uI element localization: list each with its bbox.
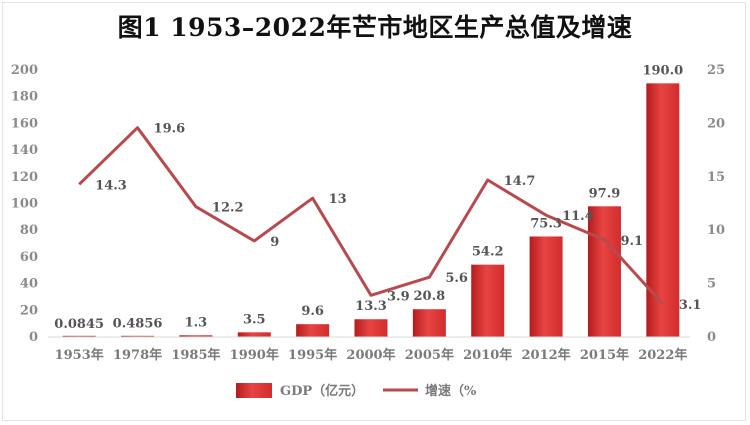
- gdp-value-label: 54.2: [472, 245, 504, 260]
- left-tick-label: 120: [11, 170, 38, 185]
- gdp-bar: [237, 332, 271, 337]
- x-tick-label: 2000年: [346, 347, 395, 363]
- growth-value-label: 13: [329, 192, 347, 207]
- growth-line-path: [78, 126, 664, 305]
- gdp-bar-labels: 0.0845 0.4856 1.3 3.5 9.6 13.3 20.8 54.2 75.3 97.…: [54, 63, 683, 332]
- chart-title: 图1 1953–2022年芒市地区生产总值及增速: [117, 13, 633, 42]
- gdp-bar: [296, 324, 330, 337]
- x-tick-label: 2015年: [580, 347, 629, 363]
- gdp-value-label: 20.8: [414, 289, 446, 304]
- gdp-bar: [179, 335, 213, 337]
- gdp-bar: [471, 264, 505, 337]
- legend-gdp-label: GDP（亿元）: [280, 383, 364, 399]
- x-tick-label: 1990年: [230, 347, 279, 363]
- gdp-value-label: 1.3: [185, 315, 208, 330]
- gdp-bar: [646, 83, 680, 337]
- gdp-value-label: 97.9: [589, 186, 621, 201]
- gdp-bar: [121, 335, 155, 337]
- right-tick-label: 5: [707, 277, 716, 292]
- left-tick-label: 80: [20, 223, 38, 238]
- growth-value-label: 19.6: [154, 122, 186, 137]
- gdp-bars: [62, 83, 680, 337]
- left-tick-label: 0: [29, 330, 38, 345]
- right-tick-label: 0: [707, 330, 716, 345]
- x-tick-label: 2012年: [521, 347, 570, 363]
- x-tick-label: 2005年: [405, 347, 454, 363]
- gdp-value-label: 190.0: [642, 63, 683, 78]
- growth-value-label: 12.2: [212, 201, 244, 216]
- left-tick-label: 60: [20, 250, 38, 265]
- left-tick-label: 180: [11, 90, 38, 105]
- gdp-value-label: 75.3: [530, 216, 562, 231]
- left-tick-label: 160: [11, 116, 38, 131]
- left-tick-label: 100: [11, 197, 38, 212]
- growth-labels: 14.3 19.6 12.2 9 13 3.9 5.6 14.7 11.4 9.1 3.1: [95, 122, 701, 313]
- x-tick-label: 2010年: [463, 347, 512, 363]
- gdp-value-label: 0.4856: [113, 316, 163, 331]
- left-axis: 0 20 40 60 80 100 120 140 160 180 200: [11, 63, 38, 345]
- growth-value-label: 14.7: [504, 174, 536, 189]
- x-tick-label: 1953年: [55, 347, 104, 363]
- x-axis: 1953年 1978年 1985年 1990年 1995年 2000年 2005年 2010年…: [48, 336, 690, 363]
- legend-bar-swatch: [236, 383, 272, 398]
- gdp-value-label: 3.5: [243, 312, 266, 327]
- gdp-bar: [529, 236, 563, 337]
- growth-value-label: 9: [270, 235, 279, 250]
- gdp-bar: [62, 335, 96, 337]
- left-tick-label: 40: [20, 277, 38, 292]
- right-axis: 0 5 10 15 20 25: [707, 63, 725, 345]
- x-tick-label: 1995年: [288, 347, 337, 363]
- left-tick-label: 20: [20, 303, 38, 318]
- growth-value-label: 9.1: [620, 234, 643, 249]
- growth-value-label: 11.4: [562, 209, 594, 224]
- right-tick-label: 25: [707, 63, 725, 78]
- gdp-value-label: 9.6: [301, 304, 324, 319]
- gdp-bar: [354, 319, 388, 337]
- x-tick-label: 1978年: [113, 347, 162, 363]
- gdp-bar: [412, 309, 446, 337]
- growth-value-label: 5.6: [445, 271, 468, 286]
- gdp-value-label: 0.0845: [54, 317, 104, 332]
- right-tick-label: 10: [707, 223, 725, 238]
- x-tick-label: 1985年: [171, 347, 220, 363]
- growth-line: [78, 126, 664, 305]
- legend-growth-label: 增速（%: [425, 383, 477, 399]
- gdp-bar: [587, 206, 621, 337]
- left-tick-label: 200: [11, 63, 38, 78]
- right-tick-label: 15: [707, 170, 725, 185]
- growth-value-label: 3.1: [679, 298, 702, 313]
- left-tick-label: 140: [11, 143, 38, 158]
- x-tick-label: 2022年: [638, 347, 687, 363]
- legend: GDP（亿元） 增速（%: [236, 383, 477, 399]
- growth-value-label: 14.3: [95, 178, 127, 193]
- chart-frame: [2, 2, 746, 421]
- right-tick-label: 20: [707, 116, 725, 131]
- growth-value-label: 3.9: [387, 289, 410, 304]
- gdp-value-label: 13.3: [355, 299, 387, 314]
